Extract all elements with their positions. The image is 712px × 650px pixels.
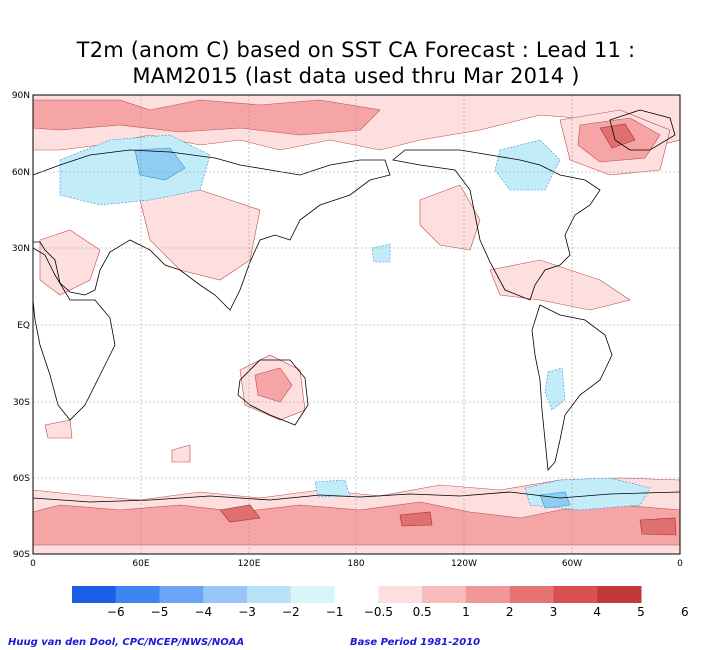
colorbar-swatch — [72, 586, 117, 603]
colorbar-tick-label: −0.5 — [364, 605, 393, 619]
greenland-coast — [609, 109, 676, 151]
lon-label-0-right: 0 — [677, 559, 683, 569]
warm-anomaly-medium — [32, 99, 681, 546]
map-frame — [32, 94, 681, 555]
eurasia-coast — [32, 149, 391, 311]
colorbar-swatch — [115, 586, 161, 603]
colorbar-swatch — [553, 586, 598, 603]
coastlines — [32, 109, 681, 503]
colorbar-swatch — [597, 586, 642, 603]
longitude-labels: 0 60E 120E 180 120W 60W 0 — [30, 559, 683, 569]
lon-label-60e: 60E — [132, 559, 149, 569]
colorbar-tick-label: −3 — [238, 605, 256, 619]
lat-label-60n: 60N — [12, 168, 30, 178]
colorbar-tick-label: 5 — [637, 605, 645, 619]
colorbar-tick-label: −4 — [194, 605, 212, 619]
map-panel — [32, 94, 681, 555]
colorbar-tick-label: −1 — [326, 605, 344, 619]
colorbar-swatch — [422, 586, 467, 603]
colorbar-tick-label: 4 — [593, 605, 601, 619]
cool-anomaly-medium — [134, 147, 571, 509]
colorbar-tick-label: 2 — [506, 605, 514, 619]
lon-label-120e: 120E — [238, 559, 261, 569]
warm-anomaly-dark — [219, 123, 677, 536]
colorbar-tick-label: −2 — [282, 605, 300, 619]
lat-label-90s: 90S — [13, 550, 30, 560]
colorbar: −6 −5 −4 −3 −2 −1 −0.5 0.5 1 2 3 4 5 6 — [72, 586, 689, 619]
colorbar-swatch — [290, 586, 336, 603]
lat-label-eq: EQ — [17, 321, 30, 331]
latitude-labels: 90N 60N 30N EQ 30S 60S 90S — [12, 91, 30, 560]
colorbar-swatch — [247, 586, 292, 603]
credit-text: Huug van den Dool, CPC/NCEP/NWS/NOAA — [8, 637, 245, 648]
title-line-2: MAM2015 (last data used thru Mar 2014 ) — [132, 64, 580, 88]
africa-coast — [32, 247, 116, 421]
lon-label-120w: 120W — [451, 559, 477, 569]
north-america-coast — [392, 149, 601, 301]
south-america-coast — [531, 304, 613, 471]
lat-label-90n: 90N — [12, 91, 30, 101]
colorbar-tick-label: 3 — [550, 605, 558, 619]
colorbar-swatch — [509, 586, 554, 603]
colorbar-swatch — [465, 586, 511, 603]
colorbar-tick-label: −6 — [107, 605, 125, 619]
colorbar-swatch — [334, 586, 379, 603]
lat-label-60s: 60S — [13, 474, 30, 484]
lat-label-30n: 30N — [12, 244, 30, 254]
gridlines — [33, 95, 680, 554]
antarctica-coast — [32, 491, 681, 503]
colorbar-tick-label: −5 — [151, 605, 169, 619]
colorbar-swatch — [159, 586, 204, 603]
colorbar-tick-label: 0.5 — [413, 605, 432, 619]
colorbar-tick-label: 6 — [681, 605, 689, 619]
colorbar-swatch — [378, 586, 423, 603]
lat-label-30s: 30S — [13, 398, 30, 408]
title-line-1: T2m (anom C) based on SST CA Forecast : … — [76, 38, 636, 62]
lon-label-180: 180 — [347, 559, 364, 569]
base-period-text: Base Period 1981-2010 — [350, 637, 481, 648]
australia-coast — [237, 359, 309, 426]
lon-label-60w: 60W — [562, 559, 582, 569]
colorbar-swatch — [203, 586, 248, 603]
lon-label-0: 0 — [30, 559, 36, 569]
colorbar-tick-label: 1 — [462, 605, 470, 619]
